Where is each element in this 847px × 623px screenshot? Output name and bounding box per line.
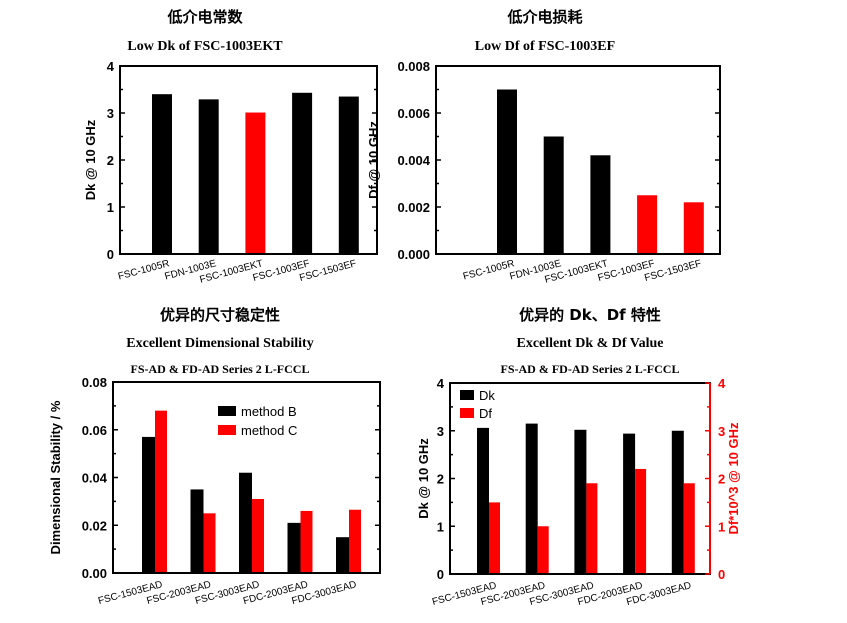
y-tick-label: 1 — [437, 519, 444, 534]
legend-label: Dk — [479, 388, 495, 403]
chart-title: 低介电损耗 — [506, 8, 582, 26]
y-axis-label: Df @ 10 GHz — [366, 121, 381, 199]
y-tick-label: 0.004 — [397, 153, 430, 168]
y2-axis-label: Df*10^3 @ 10 GHz — [726, 422, 741, 535]
chart-subtitle-2: FS-AD & FD-AD Series 2 L-FCCL — [131, 362, 310, 376]
y-axis-label: Dk @ 10 GHz — [416, 438, 431, 519]
bar-FSC-1003EF — [637, 195, 658, 254]
bar-FSC-1503EF — [338, 96, 359, 254]
bar-method-B-FSC-1503EAD — [142, 436, 155, 573]
bar-FSC-1003EKT — [590, 155, 611, 254]
bar-method-C-FSC-2003EAD — [203, 513, 216, 573]
y2-tick-label: 0 — [718, 567, 725, 582]
y-tick-label: 3 — [107, 106, 114, 121]
chart-title: 优异的 Dk、Df 特性 — [519, 306, 661, 324]
x-tick-label: FSC-1005R — [462, 258, 516, 282]
bar-Df-FDC-3003EAD — [683, 483, 695, 574]
bar-method-B-FDC-2003EAD — [287, 522, 301, 573]
y-tick-label: 3 — [437, 424, 444, 439]
y2-tick-label: 4 — [718, 376, 726, 391]
chart-title: 优异的尺寸稳定性 — [160, 306, 280, 324]
chart-3: 优异的尺寸稳定性 Excellent Dimensional Stability F… — [48, 306, 381, 607]
chart-subtitle: Low Df of FSC-1003EF — [475, 39, 615, 54]
bar-FSC-1503EF — [683, 202, 704, 254]
bar-Dk-FSC-3003EAD — [574, 429, 587, 574]
y-tick-label: 0.08 — [82, 375, 107, 390]
y-tick-label: 4 — [107, 59, 115, 74]
bar-Dk-FSC-1503EAD — [477, 427, 489, 574]
chart-subtitle-2: FS-AD & FD-AD Series 2 L-FCCL — [501, 362, 680, 376]
y-tick-label: 2 — [437, 472, 444, 487]
legend-label: method B — [241, 404, 297, 419]
y-tick-label: 0 — [437, 567, 444, 582]
bar-method-C-FSC-3003EAD — [252, 498, 264, 573]
y-tick-label: 0.02 — [82, 518, 107, 533]
bar-Dk-FDC-3003EAD — [671, 430, 684, 574]
legend-swatch — [218, 406, 236, 416]
bar-FDN-1003E — [543, 136, 564, 254]
y-axis-label: Dimensional Stability / % — [48, 400, 63, 554]
chart-subtitle: Low Dk of FSC-1003EKT — [127, 39, 283, 54]
y-tick-label: 0.000 — [397, 247, 430, 262]
bar-FSC-1003EF — [292, 92, 313, 254]
y-tick-label: 0 — [107, 247, 114, 262]
bar-Df-FSC-3003EAD — [586, 483, 598, 574]
bar-FDN-1003E — [198, 99, 219, 255]
bar-method-B-FSC-2003EAD — [190, 489, 204, 573]
bar-method-B-FSC-3003EAD — [239, 472, 252, 573]
y-tick-label: 1 — [107, 200, 114, 215]
bar-method-C-FDC-3003EAD — [349, 509, 361, 573]
y-tick-label: 0.002 — [397, 200, 430, 215]
legend-swatch — [460, 390, 474, 400]
y2-tick-label: 3 — [718, 424, 725, 439]
x-tick-label: FSC-1005R — [117, 258, 171, 282]
chart-4: 优异的 Dk、Df 特性 Excellent Dk & Df Value FS-AD… — [416, 306, 741, 608]
bar-Df-FDC-2003EAD — [635, 468, 647, 574]
y2-tick-label: 2 — [718, 472, 725, 487]
y-tick-label: 4 — [437, 376, 445, 391]
bar-method-B-FDC-3003EAD — [336, 537, 349, 573]
legend-swatch — [218, 425, 236, 435]
legend-label: method C — [241, 423, 297, 438]
bar-FSC-1005R — [497, 89, 517, 254]
y-tick-label: 2 — [107, 153, 114, 168]
y-tick-label: 0.04 — [82, 471, 108, 486]
y-tick-label: 0.06 — [82, 423, 107, 438]
bar-FSC-1003EKT — [245, 112, 266, 254]
chart-title: 低介电常数 — [166, 8, 243, 26]
bar-FSC-1005R — [152, 94, 172, 254]
chart-subtitle: Excellent Dk & Df Value — [517, 336, 664, 351]
chart-subtitle: Excellent Dimensional Stability — [126, 336, 313, 351]
y-tick-label: 0.006 — [397, 106, 430, 121]
y2-tick-label: 1 — [718, 519, 725, 534]
bar-Dk-FDC-2003EAD — [623, 433, 636, 574]
y-axis-label: Dk @ 10 GHz — [83, 119, 98, 200]
plot-frame — [435, 65, 721, 255]
bar-Df-FSC-1503EAD — [489, 502, 500, 574]
bar-method-C-FDC-2003EAD — [300, 510, 313, 573]
y-tick-label: 0.00 — [82, 566, 107, 581]
y-tick-label: 0.008 — [397, 59, 430, 74]
bar-method-C-FSC-1503EAD — [155, 410, 167, 573]
bar-Dk-FSC-2003EAD — [525, 423, 538, 574]
legend-label: Df — [479, 406, 492, 421]
bar-Df-FSC-2003EAD — [537, 526, 549, 574]
legend-swatch — [460, 408, 474, 418]
